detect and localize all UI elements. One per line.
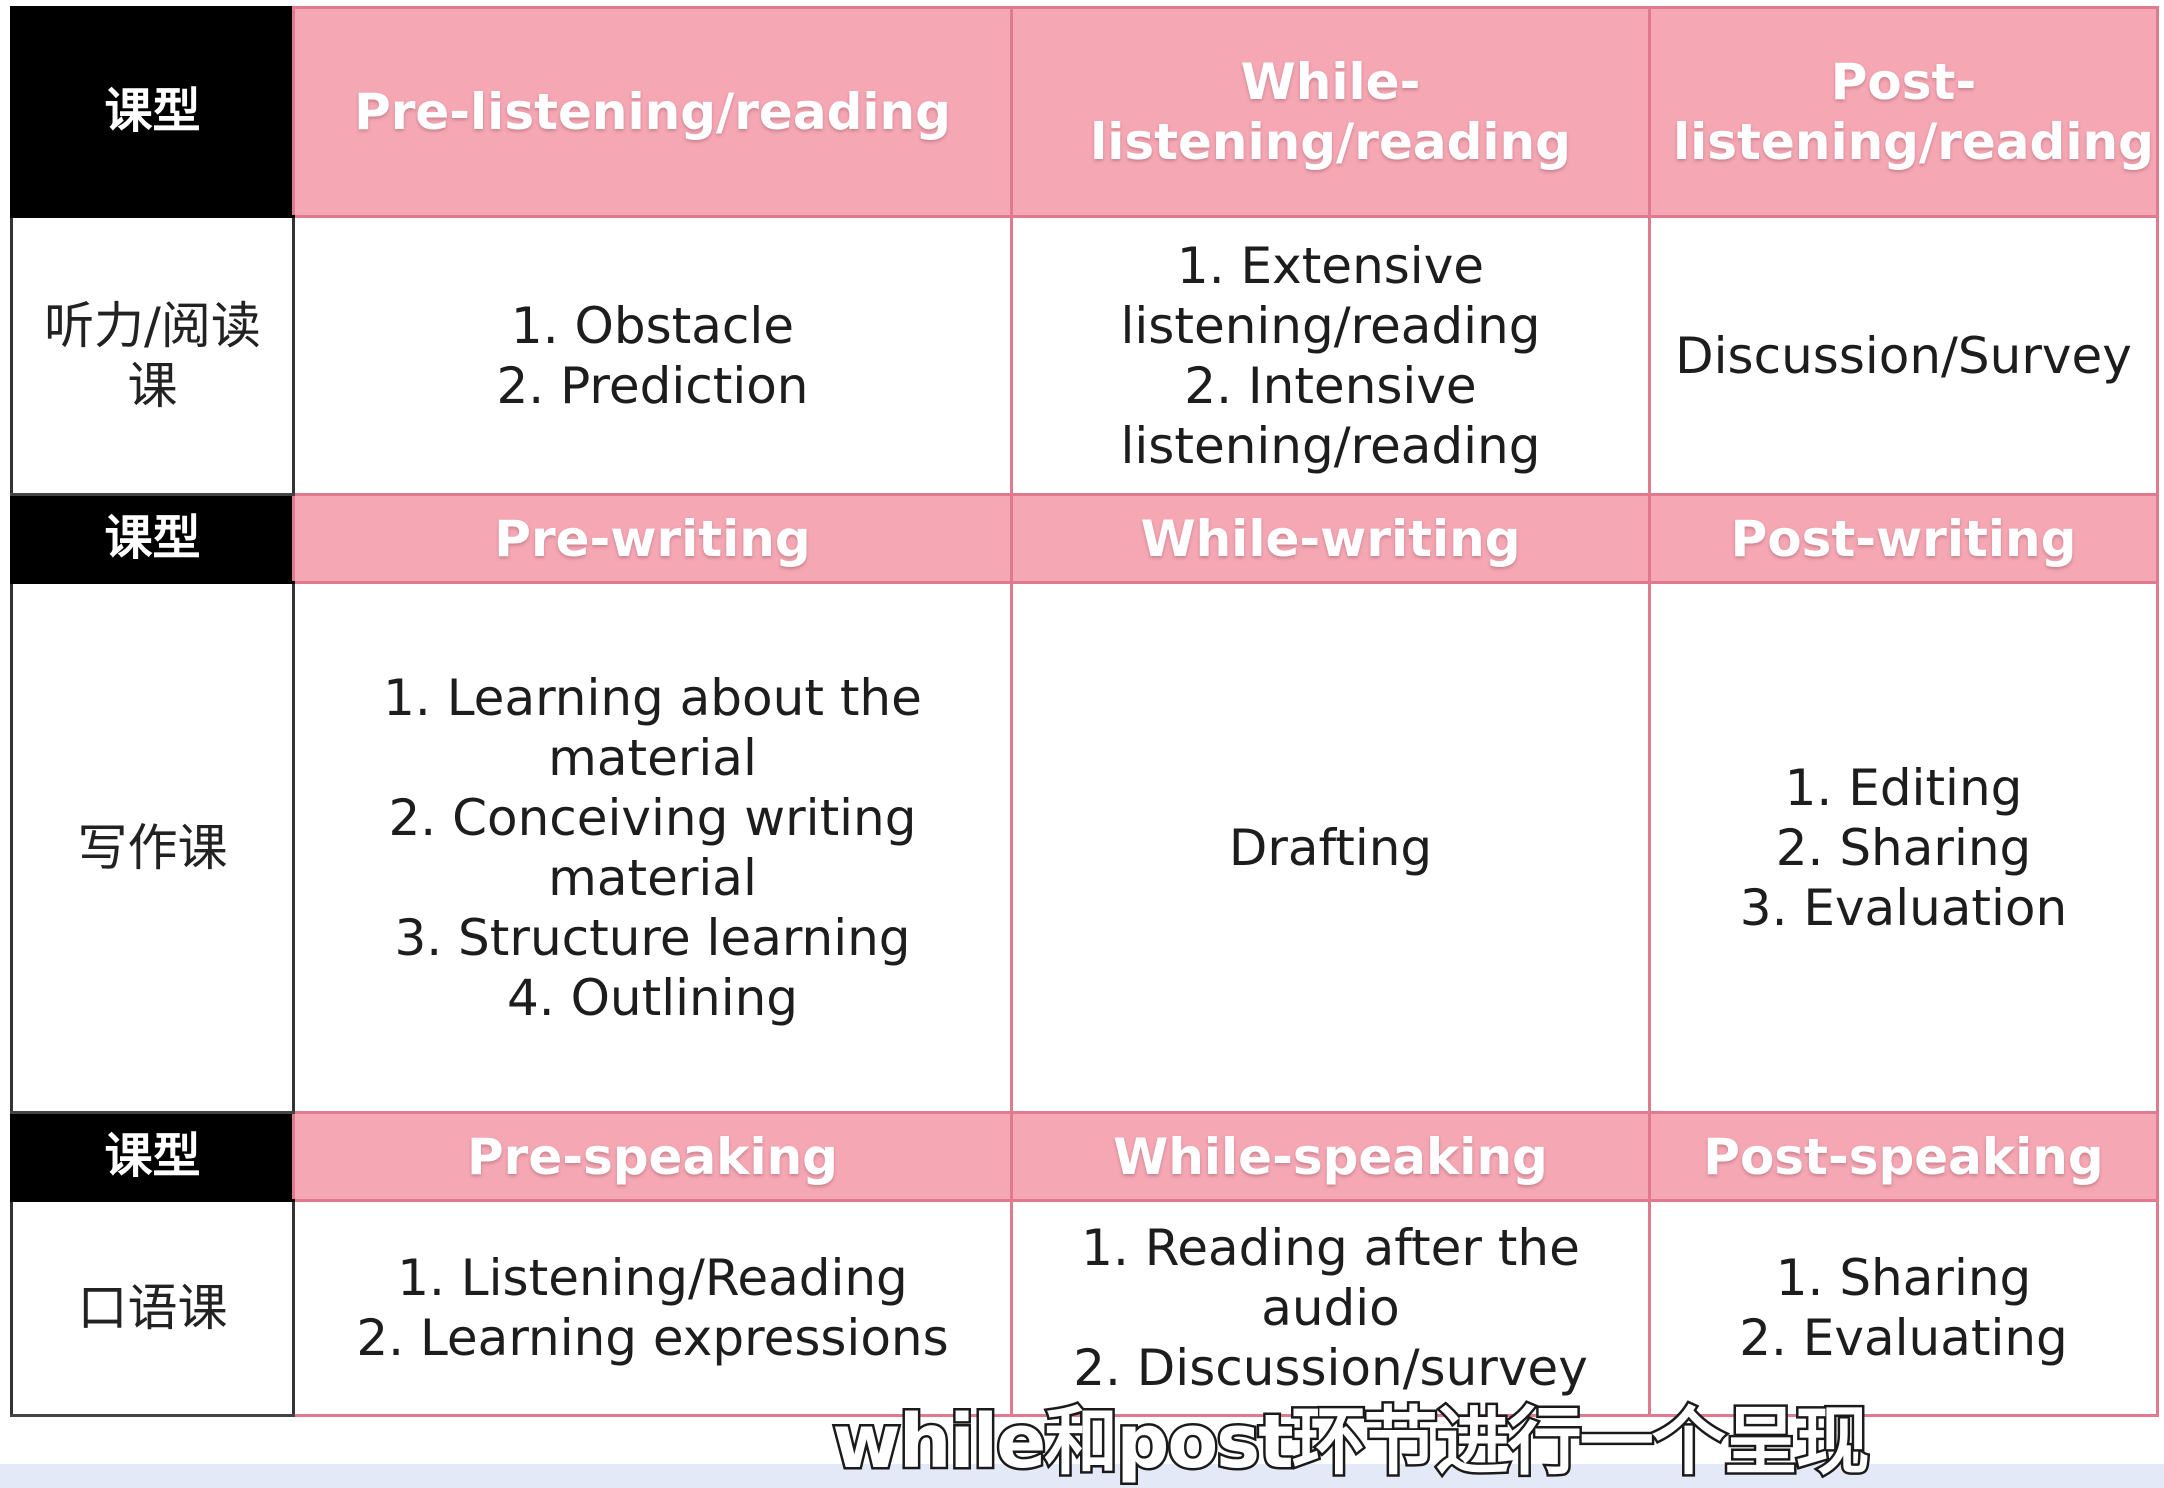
cell-post-speaking: 1. Sharing 2. Evaluating [1648, 1199, 2159, 1417]
cell-line: 2. Prediction [496, 356, 809, 415]
row-label-writing: 写作课 [10, 581, 295, 1114]
cell-line: 3. Structure learning [394, 908, 911, 967]
phase-header-post-line: Post- listening/reading [1673, 53, 2154, 171]
content-row-listening-reading: 听力/阅读 课 1. Obstacle 2. Prediction 1. Ext… [10, 215, 2159, 496]
cell-line: audio [1261, 1279, 1400, 1337]
cell-pre-listening: 1. Obstacle 2. Prediction [292, 215, 1013, 496]
cell-pre-speaking: 1. Listening/Reading 2. Learning express… [292, 1199, 1013, 1417]
header-row-speaking: 课型 Pre-speaking While-speaking Post-spea… [10, 1111, 2159, 1202]
cell-post-writing: 1. Editing 2. Sharing 3. Evaluation [1648, 581, 2159, 1114]
row-label-listening-reading: 听力/阅读 课 [10, 215, 295, 496]
phase-header-while: While-writing [1010, 493, 1651, 584]
content-row-writing: 写作课 1. Learning about the material 2. Co… [10, 581, 2159, 1114]
phase-header-pre: Pre-speaking [292, 1111, 1013, 1202]
phase-header-pre: Pre-writing [292, 493, 1013, 584]
cell-line: 2. Conceiving writing [388, 788, 917, 847]
cell-line: listening/reading [1120, 416, 1541, 475]
row-label-text: 听力/阅读 课 [44, 296, 261, 415]
phase-header-while: While-listening/reading [1010, 6, 1651, 218]
cell-line: 1. Learning about the [383, 668, 922, 727]
header-row-listening-reading: 课型 Pre-listening/reading While-listening… [10, 6, 2159, 218]
cell-post-listening: Discussion/Survey [1648, 215, 2159, 496]
cell-line: 1. Obstacle [510, 296, 795, 355]
cell-line: listening/reading [1120, 296, 1541, 355]
phase-header-pre: Pre-listening/reading [292, 6, 1013, 218]
cell-line: Discussion/Survey [1675, 326, 2132, 385]
lesson-type-header: 课型 [10, 493, 295, 584]
phase-header-post: Post-writing [1648, 493, 2159, 584]
cell-line: 1. Sharing [1775, 1249, 2032, 1307]
cell-while-writing: Drafting [1010, 581, 1651, 1114]
cell-line: 4. Outlining [506, 968, 799, 1027]
phase-header-post: Post- listening/reading [1648, 6, 2159, 218]
content-row-speaking: 口语课 1. Listening/Reading 2. Learning exp… [10, 1199, 2159, 1417]
cell-while-speaking: 1. Reading after the audio 2. Discussion… [1010, 1199, 1651, 1417]
cell-line: 1. Reading after the [1081, 1219, 1580, 1277]
lesson-type-header: 课型 [10, 1111, 295, 1202]
cell-line: Drafting [1228, 818, 1433, 877]
bottom-strip [0, 1464, 2164, 1488]
phase-header-post: Post-speaking [1648, 1111, 2159, 1202]
header-row-writing: 课型 Pre-writing While-writing Post-writin… [10, 493, 2159, 584]
lesson-type-header: 课型 [10, 6, 295, 218]
cell-line: material [548, 848, 757, 907]
cell-line: 1. Editing [1784, 758, 2023, 817]
cell-line: material [548, 728, 757, 787]
cell-pre-writing: 1. Learning about the material 2. Concei… [292, 581, 1013, 1114]
row-label-speaking: 口语课 [10, 1199, 295, 1417]
cell-line: 1. Listening/Reading [397, 1249, 908, 1307]
cell-line: 1. Extensive [1176, 236, 1485, 295]
lesson-type-table: 课型 Pre-listening/reading While-listening… [10, 6, 2159, 1417]
cell-while-listening: 1. Extensive listening/reading 2. Intens… [1010, 215, 1651, 496]
video-subtitle: while和post环节进行一个呈现 [830, 1397, 1872, 1488]
cell-line: 2. Learning expressions [356, 1309, 949, 1367]
cell-line: 2. Intensive [1184, 356, 1477, 415]
cell-line: 3. Evaluation [1739, 878, 2068, 937]
cell-line: 2. Discussion/survey [1073, 1339, 1588, 1397]
phase-header-while: While-speaking [1010, 1111, 1651, 1202]
cell-line: 2. Evaluating [1739, 1309, 2068, 1367]
cell-line: 2. Sharing [1775, 818, 2032, 877]
